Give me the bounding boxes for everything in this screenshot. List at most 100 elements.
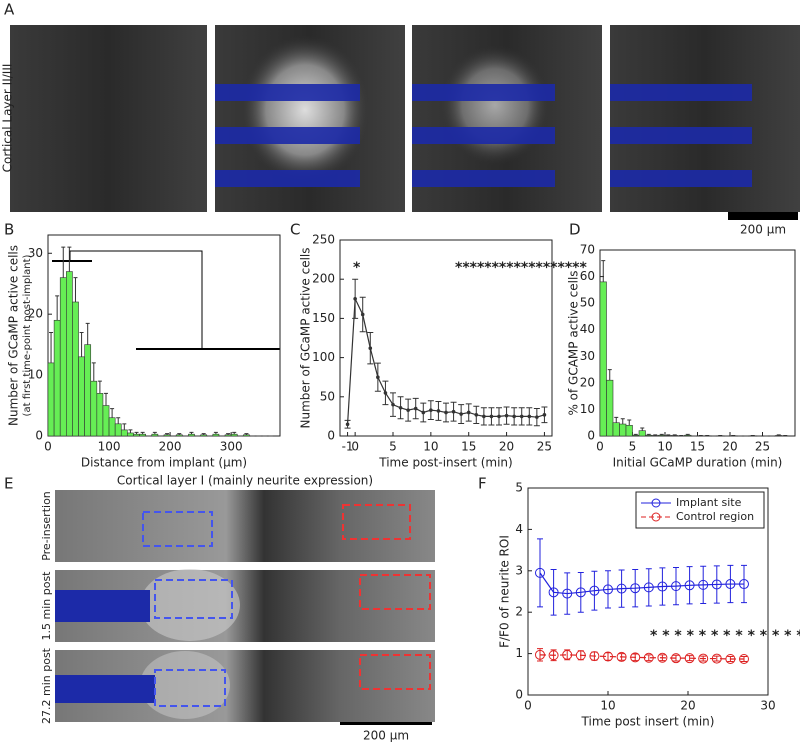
panel-title: Cortical layer I (mainly neurite express… xyxy=(117,474,373,488)
panel-letter: E xyxy=(4,475,13,493)
point xyxy=(589,651,600,662)
error-bar xyxy=(727,655,734,662)
y-tick-label: 0 xyxy=(35,429,43,443)
error-bar xyxy=(659,433,664,436)
y-tick-label: 10 xyxy=(28,368,43,382)
error-bar xyxy=(713,655,720,662)
bar xyxy=(72,301,79,437)
error-bar xyxy=(646,433,651,436)
point xyxy=(739,579,749,590)
point xyxy=(711,653,722,664)
error-bar xyxy=(177,433,182,435)
x-tick-label: 300 xyxy=(220,440,243,454)
error-bar xyxy=(232,431,237,435)
scale-bar-label: 200 µm xyxy=(363,729,409,743)
error-bar xyxy=(673,566,679,606)
bar xyxy=(775,435,783,437)
point xyxy=(725,653,736,664)
bar xyxy=(612,422,620,437)
point xyxy=(698,653,709,664)
y-tick-label: 0 xyxy=(327,429,335,443)
bar xyxy=(78,356,85,437)
scale-bar-label: 200 µm xyxy=(740,223,786,237)
bar xyxy=(664,435,672,437)
error-bar xyxy=(727,564,734,604)
panel-e-images xyxy=(55,490,435,725)
error-bar xyxy=(633,433,638,436)
point xyxy=(616,583,627,594)
bar xyxy=(90,380,98,437)
point xyxy=(383,391,388,395)
point xyxy=(466,410,471,415)
bar xyxy=(658,434,666,437)
panel-title: 0 min post-insert xyxy=(255,7,366,22)
bar xyxy=(175,434,183,437)
error-bar xyxy=(700,655,707,662)
annotation: * xyxy=(353,260,361,276)
bar xyxy=(96,393,104,437)
panel-letter: C xyxy=(290,221,300,239)
bar xyxy=(84,344,92,437)
point xyxy=(345,422,350,427)
point xyxy=(368,346,373,350)
y-tick-label: 200 xyxy=(312,272,335,286)
point xyxy=(444,410,448,415)
error-bar xyxy=(55,295,60,321)
point xyxy=(360,312,365,317)
error-bar xyxy=(673,654,679,662)
point xyxy=(603,651,613,662)
bar xyxy=(139,433,146,437)
panel-a-images xyxy=(10,25,800,220)
error-bar xyxy=(632,653,639,662)
y-tick-label: 70 xyxy=(580,243,595,257)
error-bar xyxy=(165,433,170,435)
y-tick-label: 4 xyxy=(515,522,523,536)
y-tick-label: 0 xyxy=(587,429,595,443)
x-tick-label: 20 xyxy=(680,699,695,713)
error-bar xyxy=(741,655,747,662)
point xyxy=(391,402,395,407)
x-tick-label: 20 xyxy=(499,440,514,454)
x-tick-label: -1 xyxy=(342,440,354,454)
bar xyxy=(625,425,633,437)
error-bar xyxy=(666,434,671,436)
x-tick-label: 25 xyxy=(755,440,770,454)
error-bar xyxy=(776,434,781,436)
bar xyxy=(684,434,692,437)
x-tick-label: 0 xyxy=(44,440,52,454)
bar xyxy=(632,434,640,437)
point xyxy=(548,587,559,598)
error-bar xyxy=(645,654,652,662)
y-tick-label: 60 xyxy=(580,269,595,283)
error-bar xyxy=(653,434,658,436)
bar xyxy=(212,433,220,437)
point xyxy=(482,414,486,419)
error-bar xyxy=(614,416,619,423)
x-tick-label: 15 xyxy=(690,440,705,454)
x-tick-label: 20 xyxy=(722,440,737,454)
error-bar xyxy=(97,380,102,394)
legend-marker xyxy=(651,512,661,522)
point xyxy=(527,414,532,419)
legend-label: Control region xyxy=(676,510,754,523)
panel-title: Pre-insertion xyxy=(67,7,149,22)
bar xyxy=(66,271,73,437)
point xyxy=(589,585,600,596)
point xyxy=(575,587,586,598)
legend-marker xyxy=(651,498,661,508)
bar xyxy=(645,434,653,437)
error-bar xyxy=(618,569,625,608)
point xyxy=(474,413,479,417)
row-label: Pre-insertion xyxy=(40,491,53,561)
point xyxy=(353,297,357,301)
error-bar xyxy=(632,569,639,608)
point xyxy=(535,649,545,660)
panel-letter: B xyxy=(4,221,14,239)
x-axis-label: Time post-insert (min) xyxy=(378,456,512,470)
error-bar xyxy=(686,566,693,605)
error-bar xyxy=(577,571,584,613)
error-bar xyxy=(605,570,611,609)
bar xyxy=(133,433,140,437)
y-tick-label: 150 xyxy=(312,311,335,325)
